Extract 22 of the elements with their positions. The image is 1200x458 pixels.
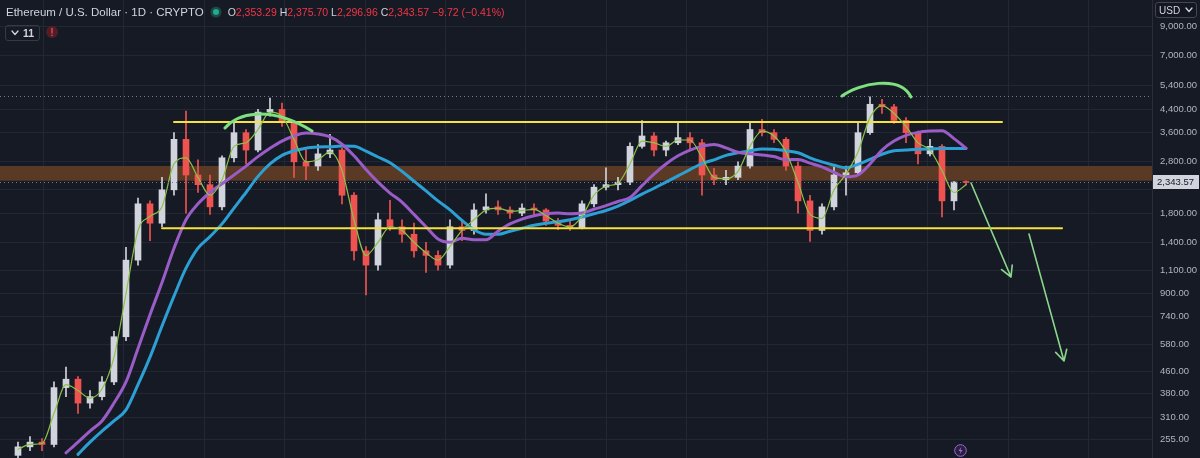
y-tick-label: 580.00: [1160, 338, 1190, 350]
count-button: 11: [5, 25, 41, 41]
ref-line-label: 2,343.57: [1157, 176, 1194, 188]
y-tick-label: 460.00: [1160, 365, 1190, 376]
y-tick-label: 380.00: [1160, 387, 1190, 399]
y-tick-label: 4,400.00: [1160, 103, 1197, 115]
y-tick-label: 1,400.00: [1160, 235, 1197, 247]
y-tick-label: 5,400.00: [1160, 79, 1197, 91]
annotation: 11: [23, 27, 35, 39]
y-tick-label: 2,800.00: [1160, 155, 1197, 167]
y-tick-label: 255.00: [1160, 433, 1190, 445]
y-tick-label: 740.00: [1160, 309, 1190, 321]
y-tick-label: 900.00: [1160, 287, 1190, 299]
y-tick-label: 9,000.00: [1160, 20, 1197, 32]
y-tick-label: 310.00: [1160, 410, 1190, 422]
y-tick-label: 1,800.00: [1160, 206, 1197, 218]
currency-dropdown: USD: [1155, 2, 1197, 18]
y-tick-label: 1,100.00: [1160, 263, 1197, 275]
y-tick-label: 3,600.00: [1160, 126, 1197, 138]
y-tick-label: 7,000.00: [1160, 49, 1197, 61]
text: O2,353.29 H2,375.70 L2,296.96 C2,343.57 −9.72 (−0.41%): [227, 6, 505, 18]
text: Ethereum / U.S. Dollar · 1D · CRYPTO: [6, 6, 204, 18]
